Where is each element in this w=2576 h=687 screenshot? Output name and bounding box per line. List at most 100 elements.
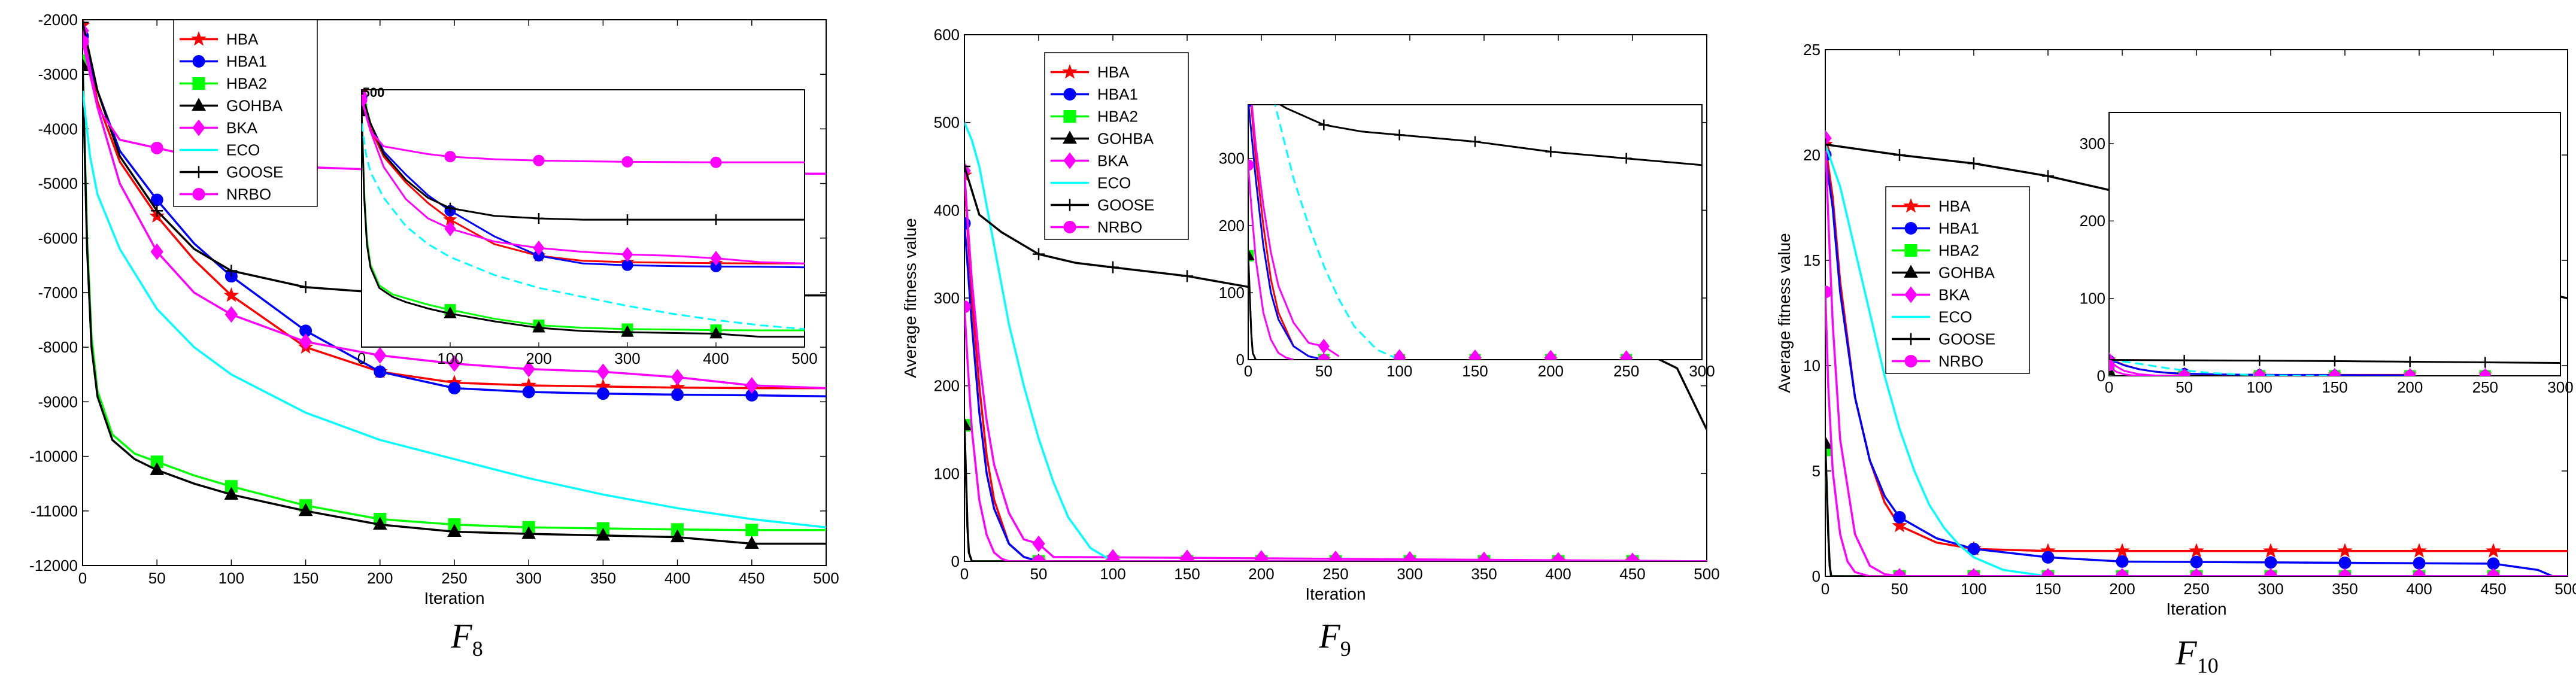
x-tick-label: 100	[1100, 565, 1125, 583]
x-tick-label: 400	[2406, 580, 2432, 598]
series-marker-gohba	[447, 524, 462, 537]
series-line-bka	[964, 171, 1707, 561]
inset-marker-nrbo	[2109, 360, 2115, 372]
series-marker-bka	[670, 369, 684, 386]
series-marker-bka	[150, 243, 163, 260]
inset-marker-nrbo	[1318, 354, 1330, 360]
x-axis-label: Iteration	[424, 589, 484, 607]
series-marker-nrbo	[2338, 570, 2352, 576]
x-tick-label: 450	[739, 569, 764, 587]
inset-line-bka	[1251, 105, 1340, 357]
inset-line-eco	[1274, 105, 1400, 360]
inset-x-tick-label: 300	[2547, 378, 2573, 396]
inset-x-tick-label: 250	[1613, 362, 1639, 380]
series-marker-gohba	[670, 529, 685, 543]
inset-line-bka	[362, 95, 805, 265]
inset-line-nrbo	[362, 99, 805, 163]
x-tick-label: 500	[1694, 565, 1719, 583]
legend-marker-hba	[1903, 198, 1919, 213]
y-axis-label: Average fitness value	[901, 218, 920, 378]
inset-marker-gohba	[1248, 248, 1255, 260]
inset-x-tick-label: 100	[2247, 378, 2272, 396]
y-tick-label: -6000	[38, 229, 78, 247]
series-marker-nrbo	[83, 35, 89, 48]
series-marker-hba	[1892, 518, 1907, 533]
legend-marker-hba2	[1063, 110, 1076, 123]
series-line-bka	[83, 30, 826, 390]
series-line-hba1	[964, 223, 1707, 561]
series-line-nrbo	[1825, 291, 2568, 576]
series-marker-hba1	[1893, 510, 1906, 524]
x-tick-label: 50	[148, 569, 166, 587]
inset-line-hba1	[1248, 105, 1324, 360]
series-marker-hba	[2337, 543, 2353, 558]
series-marker-hba1	[2116, 555, 2129, 568]
series-marker-hba	[2263, 543, 2278, 558]
y-tick-label: -8000	[38, 338, 78, 356]
series-marker-goose	[1894, 149, 1906, 161]
inset-marker-nrbo	[533, 154, 545, 166]
inset-marker-goose	[1394, 129, 1405, 141]
y-tick-label: 10	[1803, 357, 1821, 375]
inset-marker-bka	[1318, 339, 1330, 354]
inset-marker-nrbo	[2404, 370, 2416, 376]
series-marker-nrbo	[1893, 570, 1906, 576]
inset-series-group	[362, 90, 805, 339]
series-marker-hba1	[1967, 542, 1980, 555]
legend-marker-goose	[1064, 199, 1076, 211]
y-tick-label: 500	[934, 114, 960, 132]
inset-marker-bka	[444, 221, 456, 236]
y-tick-label: 25	[1803, 41, 1821, 59]
inset-marker-goose	[2178, 355, 2190, 366]
series-marker-gohba	[298, 503, 313, 516]
series-marker-nrbo	[1255, 555, 1268, 561]
legend-marker-hba	[1062, 64, 1078, 79]
legend-label-hba1: HBA1	[226, 53, 267, 71]
inset-x-tick-label: 100	[437, 349, 463, 367]
y-tick-label: -9000	[38, 393, 78, 411]
series-marker-bka	[1032, 535, 1045, 552]
y-tick-label: -4000	[38, 120, 78, 138]
x-tick-label: 250	[441, 569, 467, 587]
inset-marker-nrbo	[1248, 159, 1254, 171]
legend-box	[1885, 186, 2030, 374]
x-tick-label: 450	[2480, 580, 2506, 598]
series-marker-nrbo	[1626, 555, 1639, 561]
series-marker-hba1	[2338, 556, 2352, 569]
series-marker-nrbo	[1181, 555, 1194, 561]
inset-y-tick-label: 0	[1236, 351, 1245, 369]
chart-panel-2: 0 50 100 150 200 250 300 350 400 450 5000100200300…	[901, 26, 1720, 661]
y-tick-label: -12000	[29, 557, 78, 574]
series-marker-hba1	[596, 387, 609, 400]
series-marker-nrbo	[1106, 555, 1119, 561]
y-tick-label: 0	[1812, 567, 1821, 585]
panel-caption-subscript: 8	[472, 637, 483, 661]
legend-label-bka: BKA	[1938, 286, 1970, 304]
series-marker-nrbo	[2264, 570, 2277, 576]
inset-x-tick-label: 200	[526, 349, 551, 367]
series-marker-nrbo	[964, 300, 971, 314]
inset-area	[2108, 112, 2561, 376]
chart-panel-1: 0 50 100 150 200 250 300 350 400 450 500 -12000 -110…	[29, 11, 839, 661]
series-group	[1825, 130, 2568, 576]
series-marker-gohba	[521, 526, 536, 539]
inset-y-tick-label: 100	[2080, 290, 2105, 308]
legend-marker-bka	[1063, 152, 1076, 169]
x-tick-label: 500	[813, 569, 839, 587]
inset-line-goose	[1278, 105, 1702, 166]
legend-marker-hba2	[1904, 244, 1917, 257]
legend-label-hba1: HBA1	[1938, 220, 1979, 238]
series-marker-nrbo	[1329, 555, 1342, 561]
inset-line-gohba	[1248, 256, 1257, 360]
series-line-hba1	[83, 35, 826, 398]
inset-line-nrbo	[1248, 165, 1294, 360]
series-marker-bka	[596, 363, 610, 381]
inset-marker-nrbo	[2329, 370, 2341, 376]
legend-label-nrbo: NRBO	[226, 186, 271, 203]
inset-marker-nrbo	[621, 156, 633, 168]
inset-marker-goose	[2109, 354, 2114, 366]
series-marker-hba1	[2041, 551, 2055, 564]
legend-label-nrbo: NRBO	[1938, 352, 1983, 370]
inset-marker-nrbo	[710, 156, 722, 168]
legend-label-hba2: HBA2	[1938, 242, 1979, 260]
